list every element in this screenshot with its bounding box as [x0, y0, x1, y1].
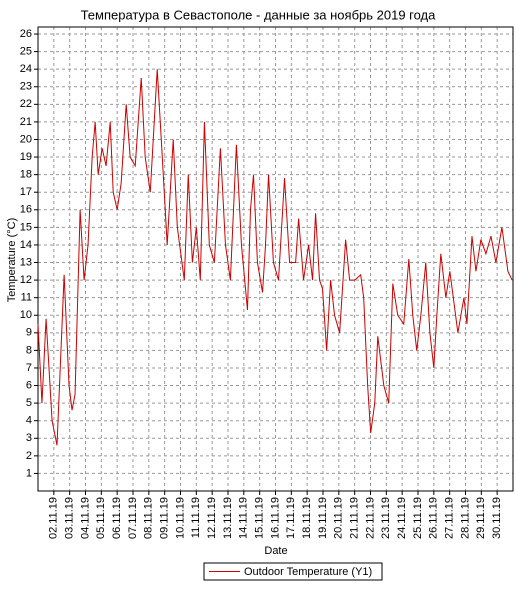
x-tick-label: 19.11.19 — [317, 497, 329, 539]
y-tick-label: 14 — [20, 239, 32, 251]
y-tick-label: 9 — [26, 327, 32, 339]
y-axis-label: Temperature (°C) — [6, 218, 18, 302]
x-tick-label: 27.11.19 — [444, 497, 456, 539]
x-tick-label: 28.11.19 — [459, 497, 471, 539]
legend — [203, 562, 383, 581]
y-tick-label: 24 — [20, 63, 32, 75]
x-tick-label: 23.11.19 — [380, 497, 392, 539]
y-tick-label: 1 — [26, 467, 32, 479]
x-tick-label: 15.11.19 — [254, 497, 266, 539]
x-tick-label: 16.11.19 — [269, 497, 281, 539]
y-tick-label: 23 — [20, 81, 32, 93]
x-tick-label: 05.11.19 — [95, 497, 107, 539]
x-tick-label: 03.11.19 — [64, 497, 76, 539]
chart-title: Температура в Севастополе - данные за но… — [81, 7, 437, 22]
y-tick-label: 12 — [20, 274, 32, 286]
y-tick-label: 3 — [26, 432, 32, 444]
y-tick-label: 26 — [20, 28, 32, 40]
y-tick-label: 6 — [26, 379, 32, 391]
x-tick-label: 25.11.19 — [412, 497, 424, 539]
y-tick-label: 15 — [20, 221, 32, 233]
y-tick-label: 2 — [26, 450, 32, 462]
x-tick-label: 04.11.19 — [79, 497, 91, 539]
x-tick-label: 10.11.19 — [174, 497, 186, 539]
x-tick-label: 06.11.19 — [111, 497, 123, 539]
x-tick-label: 24.11.19 — [396, 497, 408, 539]
y-tick-label: 11 — [21, 292, 32, 304]
x-tick-label: 22.11.19 — [364, 497, 376, 539]
x-tick-label: 14.11.19 — [238, 497, 250, 539]
y-tick-label: 10 — [20, 309, 32, 321]
x-tick-label: 09.11.19 — [159, 497, 171, 539]
y-tick-label: 19 — [20, 151, 32, 163]
y-tick-label: 8 — [26, 344, 32, 356]
plot-border — [37, 26, 514, 492]
x-tick-label: 12.11.19 — [206, 497, 218, 539]
legend-label: Outdoor Temperature (Y1) — [244, 566, 372, 578]
x-tick-label: 08.11.19 — [143, 497, 155, 539]
y-tick-label: 4 — [26, 415, 32, 427]
x-tick-label: 13.11.19 — [222, 497, 234, 539]
y-tick-label: 5 — [26, 397, 32, 409]
y-tick-label: 20 — [20, 133, 32, 145]
x-tick-label: 07.11.19 — [127, 497, 139, 539]
y-tick-label: 17 — [20, 186, 32, 198]
x-tick-label: 11.11.19 — [190, 497, 202, 538]
x-tick-label: 17.11.19 — [285, 497, 297, 539]
y-tick-label: 18 — [20, 169, 32, 181]
y-tick-label: 13 — [20, 256, 32, 268]
data-line — [37, 69, 513, 446]
x-tick-label: 30.11.19 — [491, 497, 503, 539]
y-tick-label: 22 — [20, 98, 32, 110]
x-tick-label: 26.11.19 — [428, 497, 440, 539]
x-tick-label: 02.11.19 — [48, 497, 60, 539]
x-tick-label: 29.11.19 — [475, 497, 487, 539]
y-tick-label: 16 — [20, 204, 32, 216]
x-axis-label: Date — [264, 545, 287, 557]
x-tick-label: 21.11.19 — [349, 497, 361, 539]
y-tick-label: 7 — [26, 362, 32, 374]
x-tick-label: 18.11.19 — [301, 497, 313, 539]
y-tick-label: 25 — [20, 46, 32, 58]
x-tick-label: 20.11.19 — [333, 497, 345, 539]
y-tick-label: 21 — [20, 116, 32, 128]
